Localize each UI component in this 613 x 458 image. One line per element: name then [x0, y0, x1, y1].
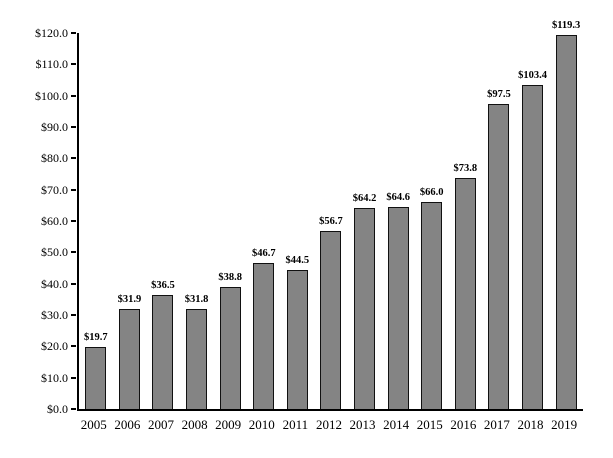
bar-2011 [286, 269, 308, 409]
x-tick-label-2015: 2015 [416, 417, 443, 432]
y-tick-mark [71, 63, 76, 66]
bar-2017 [488, 103, 510, 409]
y-tick-label: $90.0 [41, 120, 68, 134]
y-tick-mark [71, 282, 76, 285]
y-tick-label: $30.0 [41, 308, 68, 322]
y-tick-mark [71, 345, 76, 348]
y-tick-mark [71, 314, 76, 316]
bar-2009 [219, 287, 241, 409]
bar-value-label: $31.9 [117, 294, 142, 306]
y-tick-mark [71, 157, 76, 160]
bar-2014 [387, 206, 409, 409]
bar-2016 [454, 177, 476, 409]
bar-slot-2017: $97.5 [482, 33, 516, 409]
x-tick-label-2008: 2008 [181, 417, 208, 432]
x-tick-label-2013: 2013 [349, 417, 376, 432]
bar-value-label: $36.5 [151, 279, 175, 291]
bar-slot-2005: $19.7 [79, 33, 113, 409]
y-tick-label: $60.0 [41, 214, 68, 228]
x-tick-label-2012: 2012 [315, 417, 342, 432]
y-tick-label: $50.0 [41, 245, 68, 260]
bar-value-label: $31.8 [184, 294, 209, 306]
x-tick-label-2010: 2010 [248, 417, 275, 432]
x-tick-label-2011: 2011 [282, 417, 309, 432]
bar-value-label: $64.2 [352, 192, 377, 204]
bar-2007 [152, 294, 174, 409]
bar-slot-2019: $119.3 [549, 20, 583, 409]
bar-value-label: $64.6 [386, 191, 410, 203]
y-tick-mark [71, 188, 76, 191]
bar-value-label: $103.4 [518, 70, 547, 82]
bar-value-label: $38.8 [218, 272, 242, 284]
bar-2006 [118, 309, 140, 409]
x-tick-label-2019: 2019 [551, 417, 578, 432]
bar-slot-2016: $73.8 [449, 33, 483, 409]
bar-2019 [555, 35, 577, 409]
bar-2010 [253, 262, 275, 409]
x-tick-label-2009: 2009 [215, 417, 242, 432]
x-tick-label-2016: 2016 [450, 417, 477, 432]
bar-slot-2008: $31.8 [180, 33, 214, 409]
x-tick-label-2006: 2006 [114, 417, 141, 432]
bar-2008 [186, 309, 208, 409]
bar-value-label: $66.0 [419, 187, 444, 199]
bar-slot-2009: $38.8 [213, 33, 247, 409]
bar-value-label: $97.5 [487, 88, 511, 100]
y-tick-mark [71, 94, 76, 97]
y-tick-label: $80.0 [41, 151, 68, 166]
x-tick-label-2014: 2014 [383, 417, 410, 432]
y-tick-label: $110.0 [35, 57, 68, 72]
y-tick-label: $70.0 [41, 182, 68, 197]
bar-slot-2011: $44.5 [281, 33, 315, 409]
bar-slot-2006: $31.9 [113, 33, 147, 409]
plot-area: $19.7 $31.9 $36.5 $31.8 $38.8 $46.7 $44.5 $56.7… [77, 20, 583, 411]
y-tick-label: $120.0 [35, 26, 68, 40]
y-tick-label: $20.0 [41, 339, 68, 354]
bar-value-label: $46.7 [251, 247, 276, 259]
bar-2015 [421, 202, 443, 409]
y-tick-mark [71, 251, 76, 254]
bar-slot-2010: $46.7 [247, 33, 281, 409]
bar-slot-2007: $36.5 [146, 33, 180, 409]
y-tick-mark [71, 32, 76, 34]
bar-slot-2013: $64.2 [348, 33, 382, 409]
bar-slot-2015: $66.0 [415, 33, 449, 409]
bar-value-label: $73.8 [453, 162, 478, 174]
bar-slot-2012: $56.7 [314, 33, 348, 409]
y-tick-mark [71, 408, 76, 410]
bar-value-label: $56.7 [319, 216, 343, 228]
y-tick-label: $0.0 [47, 402, 68, 416]
y-tick-mark [71, 220, 76, 222]
y-tick-label: $100.0 [35, 88, 68, 103]
bar-value-label: $44.5 [285, 254, 310, 266]
bar-slot-2018: $103.4 [516, 33, 550, 409]
y-tick-label: $40.0 [41, 276, 68, 291]
bar-2005 [85, 347, 107, 409]
bar-2018 [522, 85, 544, 409]
x-tick-label-2005: 2005 [80, 417, 107, 432]
x-tick-label-2018: 2018 [517, 417, 544, 432]
x-tick-label-2017: 2017 [483, 417, 510, 432]
bar-value-label: $19.7 [83, 332, 108, 344]
bar-slot-2014: $64.6 [381, 33, 415, 409]
y-tick-mark [71, 126, 76, 128]
x-axis-labels: 2005 2006 2007 2008 2009 2010 2011 2012 2013 2014… [77, 417, 581, 433]
bar-2012 [320, 231, 342, 409]
y-tick-label: $10.0 [41, 370, 68, 385]
bar-2013 [354, 207, 376, 409]
y-tick-mark [71, 376, 76, 379]
x-tick-label-2007: 2007 [147, 417, 174, 432]
bar-value-label: $119.3 [551, 20, 581, 32]
